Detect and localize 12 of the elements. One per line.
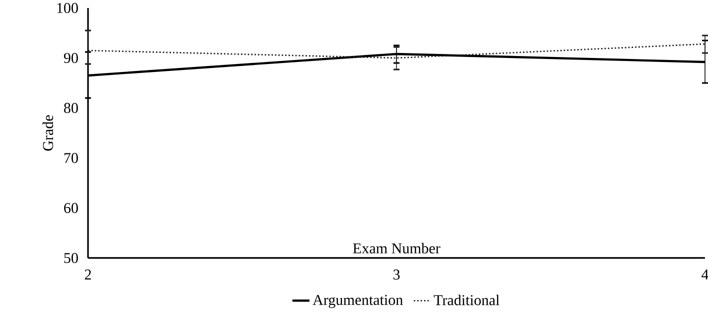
y-tick-label: 60 — [64, 202, 78, 214]
y-axis-title: Grade — [42, 115, 54, 151]
y-tick-label: 50 — [64, 252, 78, 264]
y-tick-label: 90 — [64, 52, 78, 64]
x-axis-title: Exam Number — [353, 242, 440, 254]
x-tick-label: 2 — [84, 270, 91, 280]
legend-label: Argumentation — [312, 294, 403, 308]
y-tick-label: 70 — [64, 152, 78, 164]
y-tick-label: 100 — [57, 2, 78, 14]
y-tick-label: 80 — [64, 102, 78, 114]
x-tick-label: 3 — [393, 270, 400, 280]
legend-label: Traditional — [434, 294, 500, 306]
